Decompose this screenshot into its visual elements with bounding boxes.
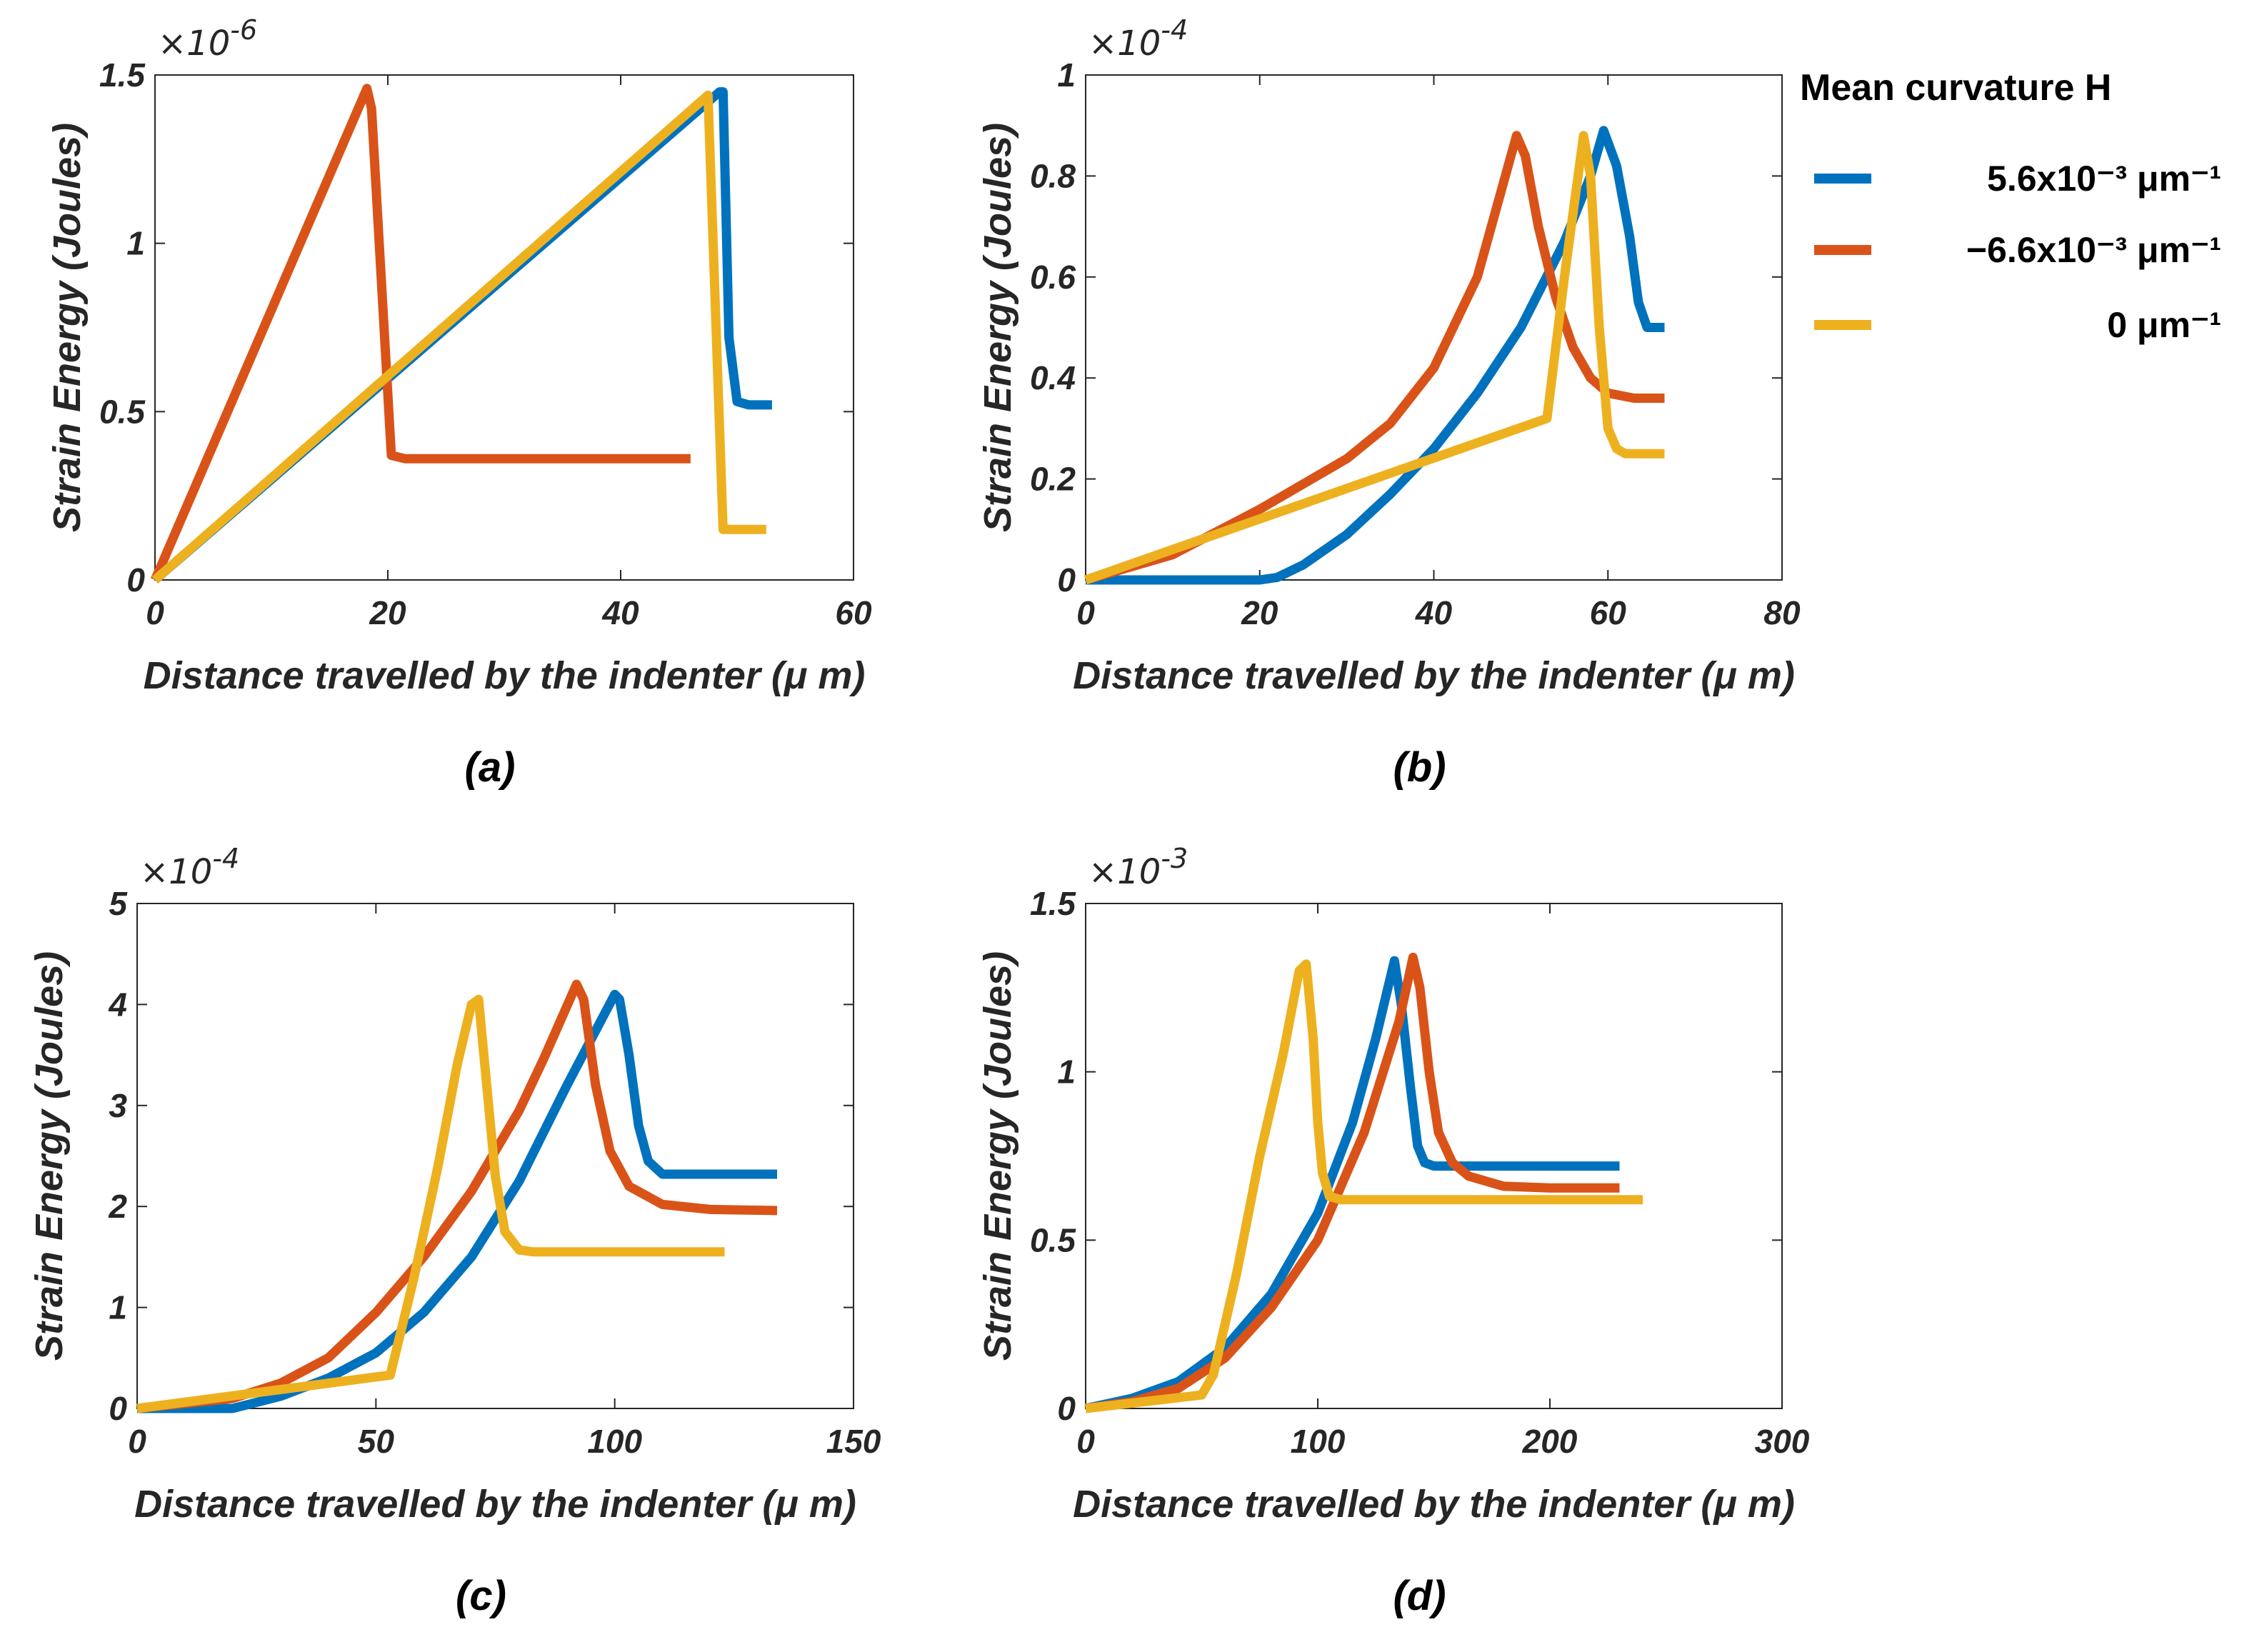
x-axis-label: Distance travelled by the indenter (μ m) — [1073, 654, 1795, 697]
y-axis-label: Strain Energy (Joules) — [976, 951, 1019, 1361]
panel-caption: (d) — [1393, 1573, 1446, 1619]
legend-entry: −6.6x10⁻³ μm⁻¹ — [1814, 230, 2221, 270]
series-line — [151, 87, 772, 584]
panel-c: 0 50 100 150 0 1 2 3 4 5 ×10-4 Distance travelled b… — [28, 843, 881, 1619]
series-line — [151, 84, 691, 582]
legend-label: 0 μm⁻¹ — [2107, 305, 2221, 345]
x-tick-label: 20 — [369, 594, 406, 631]
x-tick-label: 80 — [1763, 594, 1801, 631]
legend-label: −6.6x10⁻³ μm⁻¹ — [1966, 230, 2221, 270]
x-tick-label: 150 — [826, 1423, 881, 1460]
x-tick-label: 60 — [835, 594, 872, 631]
series-line — [1084, 131, 1665, 585]
axis-multiplier: ×10-6 — [158, 14, 257, 64]
series-line — [136, 979, 778, 1413]
x-tick-label: 0 — [128, 1423, 146, 1460]
x-tick-label: 20 — [1241, 594, 1278, 631]
x-tick-label: 40 — [601, 594, 639, 631]
y-axis-label: Strain Energy (Joules) — [28, 951, 71, 1361]
legend-entry: 0 μm⁻¹ — [1814, 305, 2221, 345]
axis-multiplier-exponent: -3 — [1161, 843, 1188, 874]
x-tick-label: 0 — [146, 594, 164, 631]
panel-caption: (a) — [465, 744, 516, 791]
series-line — [1086, 126, 1665, 585]
series-line — [1085, 959, 1643, 1413]
plot-area — [154, 74, 854, 581]
x-axis-label: Distance travelled by the indenter (μ m) — [134, 1483, 856, 1526]
y-tick-label: 5 — [109, 885, 128, 922]
y-tick-label: 0 — [1057, 1390, 1076, 1427]
y-tick-label: 0.5 — [1030, 1221, 1076, 1258]
y-tick-label: 3 — [109, 1087, 127, 1124]
axis-multiplier: ×10-4 — [140, 843, 239, 892]
panel-caption: (b) — [1393, 744, 1446, 791]
x-tick-label: 0 — [1076, 594, 1095, 631]
y-tick-label: 0 — [109, 1390, 127, 1427]
y-tick-label: 2 — [108, 1188, 127, 1225]
axis-multiplier-exponent: -4 — [212, 843, 239, 874]
series-line — [1084, 956, 1620, 1413]
axis-multiplier: ×10-3 — [1089, 843, 1188, 892]
x-tick-label: 100 — [1291, 1423, 1346, 1460]
x-tick-label: 300 — [1755, 1423, 1810, 1460]
series-line — [151, 90, 766, 584]
legend-label: 5.6x10⁻³ μm⁻¹ — [1987, 159, 2221, 199]
x-axis-label: Distance travelled by the indenter (μ m) — [144, 654, 866, 697]
x-tick-label: 50 — [358, 1423, 395, 1460]
y-tick-label: 0.4 — [1030, 359, 1076, 396]
y-axis-label: Strain Energy (Joules) — [976, 123, 1019, 532]
y-tick-label: 0 — [1057, 561, 1076, 599]
axis-multiplier: ×10-4 — [1089, 14, 1188, 64]
panel-caption: (c) — [456, 1573, 506, 1619]
y-tick-label: 0 — [126, 561, 145, 599]
panel-d: 0 100 200 300 0 0.5 1 1.5 ×10-3 Distance travelle… — [976, 843, 1810, 1619]
y-tick-label: 4 — [108, 986, 127, 1023]
y-tick-label: 1.5 — [99, 56, 146, 94]
y-tick-label: 0.8 — [1030, 157, 1076, 194]
y-tick-label: 0.6 — [1030, 259, 1076, 296]
plot-area — [1085, 903, 1783, 1409]
x-axis-label: Distance travelled by the indenter (μ m) — [1073, 1483, 1795, 1526]
panel-b: 0 20 40 60 80 0 0.2 0.4 0.6 0.8 1 ×10-4 Distance tra… — [976, 14, 1801, 791]
x-tick-label: 60 — [1590, 594, 1627, 631]
series-line — [1084, 131, 1665, 585]
legend: Mean curvature H 5.6x10⁻³ μm⁻¹ −6.6x10⁻³… — [1800, 67, 2221, 345]
x-tick-label: 0 — [1076, 1423, 1095, 1460]
series-line — [1085, 952, 1620, 1413]
x-tick-label: 40 — [1415, 594, 1453, 631]
x-tick-label: 100 — [587, 1423, 642, 1460]
legend-title: Mean curvature H — [1800, 67, 2111, 109]
y-tick-label: 1.5 — [1030, 885, 1076, 922]
axis-multiplier-exponent: -4 — [1161, 14, 1188, 46]
y-tick-label: 1 — [1057, 56, 1076, 94]
y-tick-label: 1 — [109, 1289, 127, 1326]
x-tick-label: 200 — [1522, 1423, 1578, 1460]
y-tick-label: 0.5 — [99, 393, 146, 430]
plot-area — [1085, 74, 1783, 581]
axis-multiplier-exponent: -6 — [230, 14, 257, 46]
y-tick-label: 1 — [1057, 1053, 1076, 1091]
y-tick-label: 0.2 — [1030, 461, 1076, 498]
y-tick-label: 1 — [126, 225, 145, 262]
panel-a: 0 20 40 60 0 0.5 1 1.5 ×10-6 Distance travelled b… — [46, 14, 872, 791]
legend-entry: 5.6x10⁻³ μm⁻¹ — [1814, 159, 2221, 199]
y-axis-label: Strain Energy (Joules) — [46, 123, 89, 532]
series-line — [136, 994, 725, 1413]
